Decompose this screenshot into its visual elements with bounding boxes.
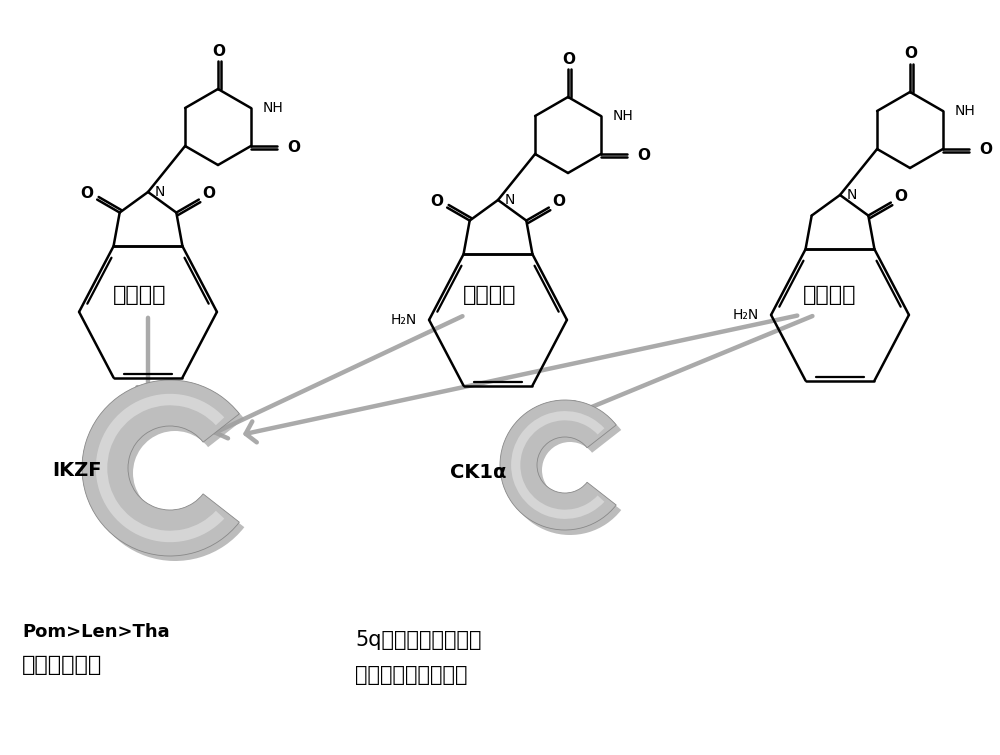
Text: O: O bbox=[203, 186, 216, 201]
Text: N: N bbox=[155, 185, 165, 199]
Text: IKZF: IKZF bbox=[52, 461, 102, 479]
Text: 来那度胺: 来那度胺 bbox=[803, 285, 857, 305]
Text: O: O bbox=[287, 140, 300, 155]
Text: O: O bbox=[904, 47, 918, 61]
Text: O: O bbox=[80, 186, 93, 201]
Text: NH: NH bbox=[955, 104, 976, 118]
Text: O: O bbox=[212, 44, 226, 58]
Text: 泊马度胺: 泊马度胺 bbox=[463, 285, 517, 305]
Text: Pom>Len>Tha: Pom>Len>Tha bbox=[22, 623, 170, 641]
Wedge shape bbox=[82, 380, 239, 556]
Text: O: O bbox=[979, 143, 992, 158]
Text: O: O bbox=[553, 194, 566, 209]
Text: N: N bbox=[847, 188, 857, 202]
Text: O: O bbox=[895, 189, 908, 204]
Wedge shape bbox=[500, 400, 616, 530]
Text: O: O bbox=[562, 51, 576, 66]
Text: NH: NH bbox=[613, 109, 634, 123]
Text: N: N bbox=[505, 193, 515, 207]
Text: H₂N: H₂N bbox=[391, 313, 417, 327]
Wedge shape bbox=[511, 411, 604, 519]
Text: 沙利度胺: 沙利度胺 bbox=[113, 285, 167, 305]
Text: 5q染色体缺失引起的: 5q染色体缺失引起的 bbox=[355, 630, 482, 650]
Text: O: O bbox=[637, 147, 650, 162]
Text: H₂N: H₂N bbox=[733, 308, 759, 322]
Text: 多发性骨髓瘾: 多发性骨髓瘾 bbox=[22, 655, 102, 675]
Text: O: O bbox=[430, 194, 443, 209]
Wedge shape bbox=[96, 394, 224, 542]
Text: CK1α: CK1α bbox=[450, 463, 507, 482]
Wedge shape bbox=[87, 385, 244, 561]
Wedge shape bbox=[505, 405, 621, 535]
Text: NH: NH bbox=[263, 101, 284, 115]
Text: 骨髓增生异常综合征: 骨髓增生异常综合征 bbox=[355, 665, 468, 685]
